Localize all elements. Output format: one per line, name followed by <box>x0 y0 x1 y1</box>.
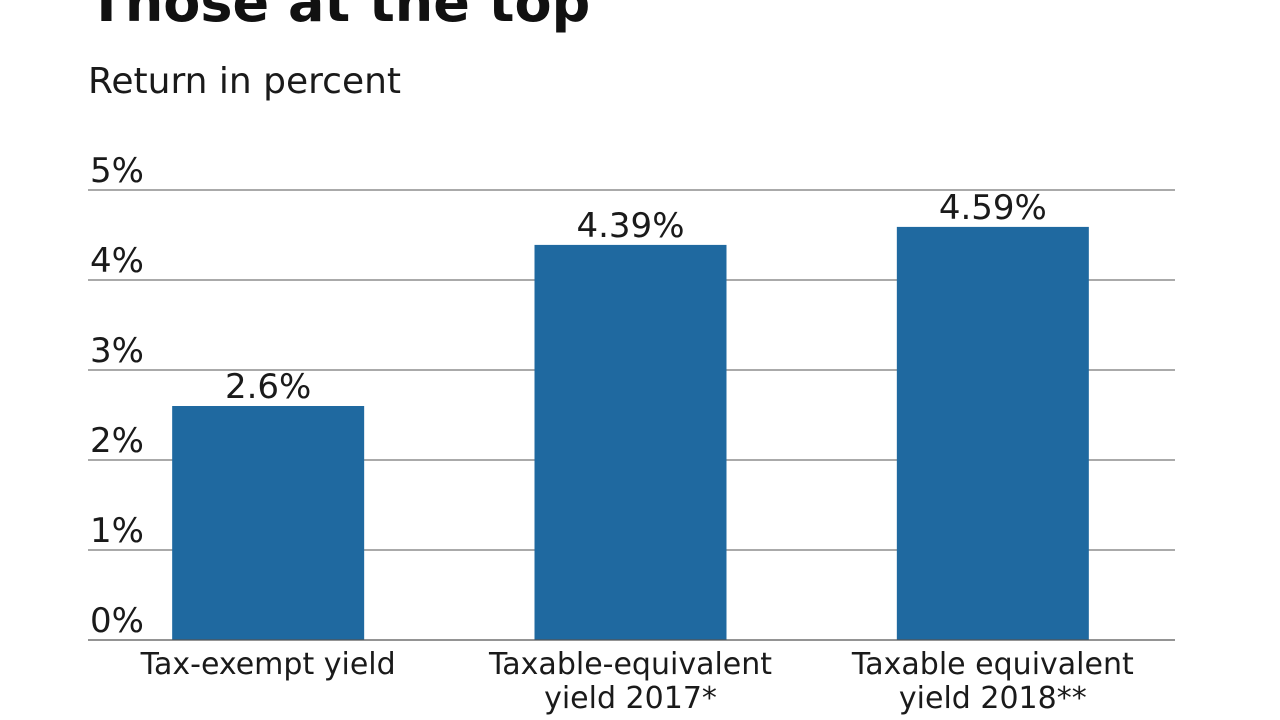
y-tick-label: 0% <box>90 601 144 641</box>
bar <box>896 226 1089 640</box>
y-tick-label: 3% <box>90 331 144 371</box>
bar <box>172 406 365 640</box>
x-tick-label: Tax-exempt yield <box>140 647 396 682</box>
y-tick-label: 5% <box>90 151 144 191</box>
y-tick-label: 4% <box>90 241 144 281</box>
chart-title: Those at the top <box>88 0 591 34</box>
y-tick-label: 1% <box>90 511 144 551</box>
x-tick-label: Taxable equivalent <box>851 647 1134 682</box>
x-tick-label: yield 2017* <box>544 681 717 716</box>
data-label: 4.39% <box>576 206 684 246</box>
bar <box>534 244 727 640</box>
data-label: 4.59% <box>939 188 1047 228</box>
data-label: 2.6% <box>225 367 311 407</box>
y-tick-label: 2% <box>90 421 144 461</box>
x-tick-label: Taxable-equivalent <box>488 647 772 682</box>
chart-subtitle: Return in percent <box>88 61 402 102</box>
x-tick-label: yield 2018** <box>899 681 1087 716</box>
